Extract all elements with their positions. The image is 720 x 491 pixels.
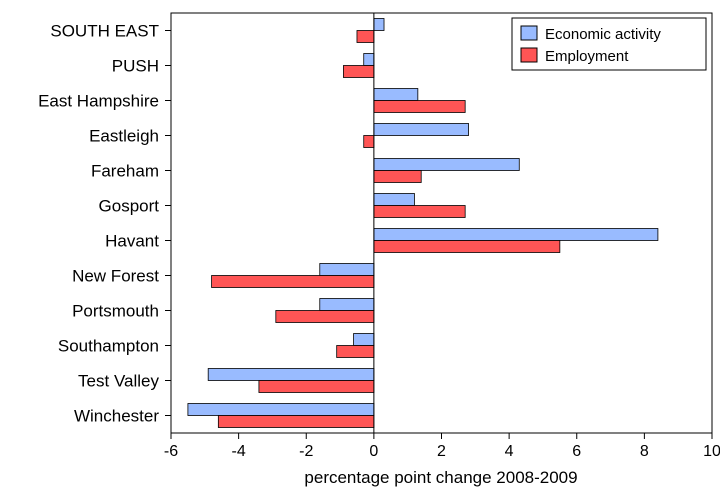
bar-economic-activity	[319, 263, 375, 276]
y-tick-label: Winchester	[74, 407, 159, 426]
bar-employment	[373, 170, 422, 183]
legend-label-economic-activity: Economic activity	[545, 26, 661, 43]
bar-employment	[275, 310, 375, 323]
y-tick-label: Havant	[105, 232, 159, 251]
bar-employment	[373, 100, 466, 113]
x-tick-label: -2	[299, 443, 313, 460]
bar-employment	[258, 380, 375, 393]
bar-economic-activity	[363, 53, 375, 66]
legend: Economic activity Employment	[511, 17, 707, 71]
x-tick-label: -6	[164, 443, 178, 460]
y-tick-label: Southampton	[58, 337, 159, 356]
bar-economic-activity	[319, 298, 375, 311]
bar-employment	[373, 240, 561, 253]
bar-economic-activity	[373, 193, 415, 206]
bar-employment	[217, 415, 375, 428]
bar-economic-activity	[353, 333, 375, 346]
bar-economic-activity	[373, 158, 520, 171]
legend-swatch-employment	[520, 47, 538, 63]
legend-box	[511, 17, 707, 71]
y-tick-label: Fareham	[91, 162, 159, 181]
x-tick-label: 0	[369, 443, 378, 460]
bar-employment	[343, 65, 375, 78]
x-tick-label: 2	[437, 443, 446, 460]
bar-employment	[211, 275, 375, 288]
legend-swatch-economic-activity	[520, 25, 538, 41]
y-tick-label: Eastleigh	[89, 127, 159, 146]
legend-label-employment: Employment	[545, 48, 629, 65]
bar-economic-activity	[373, 88, 419, 101]
bar-economic-activity	[373, 228, 659, 241]
y-tick-label: Test Valley	[78, 372, 159, 391]
y-tick-label: SOUTH EAST	[50, 22, 159, 41]
x-tick-label: 8	[640, 443, 649, 460]
y-tick-label: Portsmouth	[72, 302, 159, 321]
bars-layer	[187, 18, 659, 428]
x-tick-label: 10	[703, 443, 720, 460]
bar-employment	[363, 135, 375, 148]
x-tick-label: 4	[505, 443, 514, 460]
bar-employment	[336, 345, 375, 358]
axis-layer: -6 -4 -2 0 2 4 6 8 10 SOUTH EAST PUSH East Hampshir…	[38, 22, 720, 461]
bar-employment	[373, 205, 466, 218]
x-axis-label: percentage point change 2008-2009	[304, 468, 577, 487]
x-tick-label: -4	[232, 443, 246, 460]
y-tick-label: East Hampshire	[38, 92, 159, 111]
bar-economic-activity	[373, 18, 385, 31]
y-tick-label: Gosport	[99, 197, 160, 216]
bar-economic-activity	[207, 368, 375, 381]
bar-economic-activity	[187, 403, 375, 416]
y-tick-label: PUSH	[112, 57, 159, 76]
bar-employment	[356, 30, 375, 43]
bar-economic-activity	[373, 123, 469, 136]
y-tick-label: New Forest	[72, 267, 159, 286]
x-tick-label: 6	[572, 443, 581, 460]
